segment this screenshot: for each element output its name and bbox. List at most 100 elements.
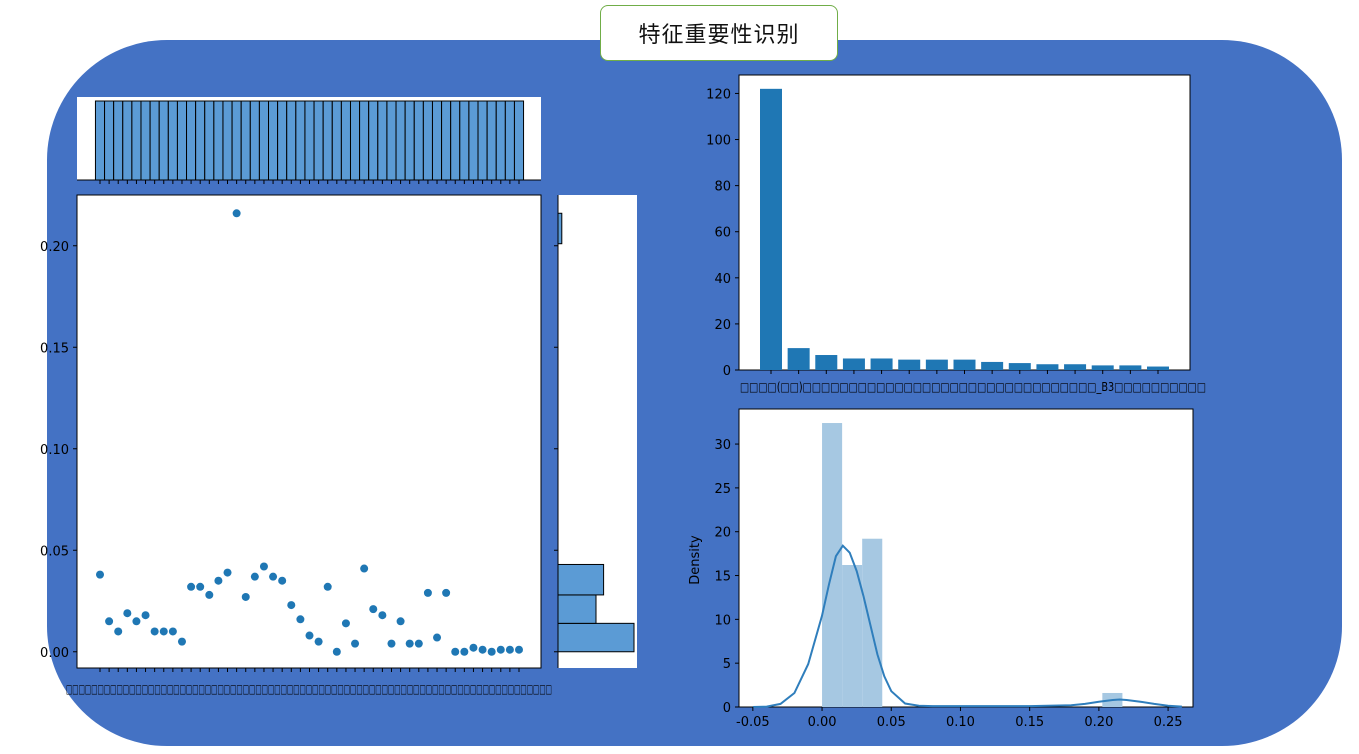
scatter-point	[214, 576, 223, 585]
density-x-tick-label: 0.25	[1154, 715, 1183, 730]
right-marginal-bar	[557, 212, 563, 245]
scatter-point	[241, 592, 250, 601]
scatter-point	[232, 209, 241, 218]
top-marginal-bar	[304, 100, 315, 181]
density-hist-bar	[862, 538, 883, 707]
density-x-tick-label: 0.20	[1084, 715, 1113, 730]
scatter-y-tick-label: 0.10	[40, 443, 69, 458]
scatter-point	[296, 615, 305, 624]
scatter-point	[123, 609, 132, 618]
top-marginal-bar	[140, 100, 151, 181]
right-marginal-bar	[557, 622, 635, 653]
top-marginal-bar	[441, 100, 452, 181]
top-marginal-bar	[422, 100, 433, 181]
scatter-point	[177, 637, 186, 646]
density-y-tick-label: 0	[723, 701, 731, 716]
top-marginal-bar	[186, 100, 197, 181]
bar	[815, 355, 838, 370]
right-marginal-bar	[557, 594, 597, 624]
bar	[898, 359, 921, 370]
density-kde-line	[752, 544, 1182, 708]
bar	[925, 359, 948, 370]
top-marginal-bar	[504, 100, 515, 181]
scatter-point	[96, 570, 104, 579]
top-marginal-bar	[222, 100, 233, 181]
density-y-tick-label: 30	[714, 438, 731, 453]
scatter-point	[387, 639, 396, 648]
bar	[981, 361, 1004, 370]
bar	[953, 359, 976, 370]
top-marginal-bar	[468, 100, 479, 181]
scatter-point	[168, 627, 177, 636]
scatter-point	[196, 582, 205, 591]
scatter-x-tick-labels: □□□□□□□□□□□□□□□□□□□□□□□□□□□□□□□□□□□□□□□□…	[66, 682, 552, 696]
density-y-tick-label: 25	[714, 482, 731, 497]
top-marginal-bar	[277, 100, 288, 181]
density-y-tick-label: 10	[714, 613, 731, 628]
top-marginal-bar	[404, 100, 415, 181]
top-marginal-bar	[495, 100, 506, 181]
density-y-tick-label: 20	[714, 526, 731, 541]
bar-y-tick-label: 20	[714, 318, 731, 333]
bar-y-tick-label: 60	[714, 226, 731, 241]
density-y-tick-label: 5	[723, 657, 731, 672]
top-marginal-bar	[104, 100, 115, 181]
scatter-y-tick-label: 0.00	[40, 646, 69, 661]
top-marginal-bar	[331, 100, 342, 181]
density-x-tick-label: 0.05	[877, 715, 906, 730]
scatter-plot-area	[76, 194, 542, 669]
bar-y-tick-label: 40	[714, 272, 731, 287]
top-marginal-bar	[377, 100, 388, 181]
top-marginal-bar	[313, 100, 324, 181]
right-marginal-bar	[557, 563, 605, 596]
top-marginal-bar	[195, 100, 206, 181]
top-marginal-bar	[258, 100, 270, 181]
density-hist-bar	[822, 423, 843, 707]
scatter-point	[259, 562, 268, 571]
scatter-point	[305, 631, 314, 640]
top-marginal-bar	[94, 100, 106, 181]
scatter-point	[469, 643, 478, 652]
scatter-point	[351, 639, 360, 648]
scatter-point	[515, 645, 523, 654]
top-marginal-bar	[477, 100, 488, 181]
scatter-y-tick-label: 0.15	[40, 341, 69, 356]
top-marginal-bar	[386, 100, 397, 181]
scatter-point	[341, 619, 350, 628]
scatter-point	[487, 647, 496, 656]
top-marginal-bar	[231, 100, 242, 181]
scatter-point	[496, 645, 505, 654]
bar	[1147, 366, 1169, 370]
density-x-tick-label: 0.10	[946, 715, 975, 730]
top-marginal-bar	[359, 100, 370, 181]
scatter-point	[187, 582, 196, 591]
bar	[1119, 365, 1142, 370]
bar	[760, 88, 782, 370]
density-y-axis-label: Density	[688, 535, 703, 585]
scatter-point	[360, 564, 369, 573]
scatter-point	[423, 588, 432, 597]
bar	[1091, 365, 1114, 370]
top-marginal-bar	[167, 100, 178, 181]
bar-y-tick-label: 0	[723, 364, 731, 379]
top-marginal-bar	[368, 100, 379, 181]
scatter-point	[105, 617, 114, 626]
top-marginal-bar	[268, 100, 279, 181]
top-marginal-bar	[286, 100, 297, 181]
scatter-point	[396, 617, 405, 626]
bar	[1008, 363, 1031, 370]
top-marginal-bar	[459, 100, 470, 181]
scatter-point	[205, 590, 214, 599]
bar-y-tick-label: 100	[706, 134, 731, 149]
scatter-y-tick-label: 0.20	[40, 240, 69, 255]
top-marginal-bar	[450, 100, 461, 181]
density-y-tick-label: 15	[714, 570, 731, 585]
bar	[1036, 364, 1059, 370]
top-marginal-bar	[340, 100, 351, 181]
bar	[1064, 364, 1087, 370]
scatter-point	[159, 627, 168, 636]
scatter-point	[505, 645, 514, 654]
bar-y-tick-label: 80	[714, 180, 731, 195]
scatter-point	[150, 627, 159, 636]
top-marginal-bar	[486, 100, 497, 181]
